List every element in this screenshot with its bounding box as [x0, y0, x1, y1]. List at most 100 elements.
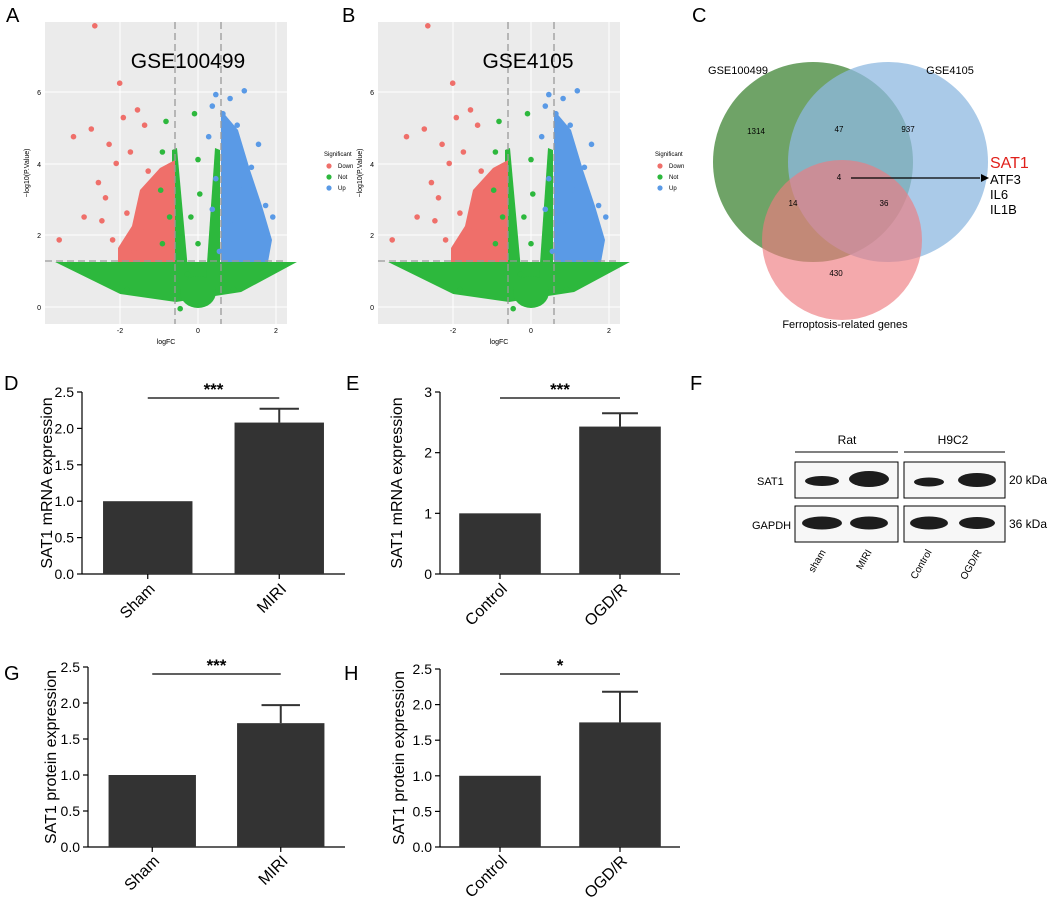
blot-group-label-rat: Rat: [838, 433, 857, 447]
y-tick-label: 0: [424, 566, 432, 582]
not-cloud-left-arm: [505, 148, 523, 292]
volcano-points: [389, 23, 609, 312]
volcano-point-not: [159, 240, 166, 247]
volcano-point-not: [492, 149, 499, 155]
blot-size-label: 36 kDa: [1009, 517, 1047, 531]
bar-chart-h: 0.0 0.5 1.0 1.5 2.0 2.5 SAT1 protein expressio…: [391, 656, 680, 902]
venn-set-a-label: GSE100499: [708, 65, 768, 77]
arrow-right-icon: [981, 174, 989, 182]
volcano-point-down: [120, 114, 127, 121]
legend-up-label: Up: [669, 186, 677, 192]
not-cloud-right-arm: [205, 148, 220, 292]
x-tick-label: 0: [529, 328, 533, 335]
volcano-point-not: [191, 110, 198, 117]
venn-count-abc: 4: [837, 173, 842, 182]
up-cloud-shape: [554, 110, 605, 262]
legend-down-label: Down: [338, 164, 353, 170]
legend-not-dot: [326, 174, 332, 180]
x-tick-label: 2: [607, 328, 611, 335]
volcano-points: [56, 23, 276, 312]
volcano-point-up: [578, 225, 584, 232]
volcano-point-down: [389, 237, 396, 243]
category-label: MIRI: [256, 853, 292, 889]
venn-count-ab: 47: [835, 125, 844, 134]
y-tick-label: 2.0: [413, 697, 433, 713]
volcano-point-down: [425, 23, 431, 29]
volcano-point-not: [517, 271, 524, 278]
panel-label-f: F: [690, 373, 702, 395]
legend: Significant Down Not Up: [324, 152, 353, 192]
volcano-point-not: [528, 240, 534, 247]
significance-label: *: [557, 656, 564, 675]
legend-title: Significant: [655, 152, 683, 158]
y-tick-label: 1.0: [61, 767, 81, 783]
y-tick-label: 0.0: [413, 839, 433, 855]
bar: [103, 501, 193, 574]
x-axis-label: logFC: [157, 339, 176, 346]
venn-count-bc: 36: [880, 199, 889, 208]
volcano-point-up: [234, 122, 240, 128]
y-tick-label: 2.0: [55, 420, 75, 436]
venn-counts: 1314 47 937 4 14 36 430: [747, 125, 915, 278]
significance-label: ***: [207, 656, 227, 675]
blot-band: [910, 516, 948, 530]
volcano-point-down: [414, 214, 420, 220]
volcano-point-not: [230, 286, 237, 293]
y-tick-label: 0.0: [61, 839, 81, 855]
volcano-point-down: [464, 248, 470, 255]
y-tick-label: 2.5: [61, 659, 81, 675]
volcano-point-up: [563, 237, 570, 243]
panel-label-e: E: [346, 373, 359, 395]
volcano-point-up: [255, 141, 262, 148]
volcano-point-up: [262, 202, 269, 209]
venn-set-c-label: Ferroptosis-related genes: [782, 319, 908, 331]
venn-count-c-only: 430: [829, 269, 843, 278]
y-tick-label: 6: [370, 90, 374, 97]
x-tick-label: 0: [196, 328, 200, 335]
y-tick-label: 1.0: [413, 768, 433, 784]
volcano-point-down: [138, 225, 144, 232]
not-significant-cloud: [388, 148, 630, 308]
y-axis-label: SAT1 protein expression: [391, 671, 408, 845]
volcano-point-down: [446, 160, 453, 167]
panel-label-g: G: [4, 663, 20, 685]
volcano-point-up: [560, 95, 566, 102]
x-tick-labels: -2 0 2: [450, 328, 611, 335]
volcano-point-up: [549, 248, 556, 255]
volcano-point-down: [457, 210, 463, 216]
category-label: OGD/R: [582, 581, 631, 630]
volcano-point-down: [109, 237, 116, 243]
volcano-point-up: [216, 248, 223, 255]
volcano-point-up: [546, 91, 552, 98]
y-tick-label: 6: [37, 90, 41, 97]
blot-group-label-h9c2: H9C2: [938, 433, 969, 447]
y-tick-label: 3: [424, 384, 432, 400]
y-tick-label: 2: [424, 445, 432, 461]
y-tick-label: 0.5: [413, 803, 433, 819]
not-cloud-core: [180, 276, 216, 308]
volcano-point-not: [496, 118, 502, 125]
legend-title: Significant: [324, 152, 352, 158]
legend-down-dot: [657, 163, 663, 169]
blot-lane-label: OGD/R: [959, 548, 985, 582]
volcano-point-down: [88, 126, 95, 132]
not-cloud-core: [513, 276, 549, 308]
gene-label-il1b: IL1B: [990, 202, 1017, 217]
gene-label-il6: IL6: [990, 187, 1008, 202]
volcano-point-not: [530, 191, 536, 197]
volcano-point-down: [95, 179, 102, 186]
volcano-point-not: [184, 271, 191, 278]
volcano-point-up: [546, 175, 552, 182]
blot-band: [805, 476, 839, 486]
volcano-title: GSE100499: [131, 50, 245, 73]
volcano-point-up: [603, 214, 609, 220]
category-label: Control: [462, 581, 510, 629]
volcano-point-not: [563, 286, 570, 293]
y-tick-label: 2.5: [55, 384, 75, 400]
y-tick-label: 0.5: [55, 530, 75, 546]
y-tick-label: 1.5: [55, 457, 75, 473]
panel-label-d: D: [4, 373, 18, 395]
bar: [234, 422, 324, 574]
venn-diagram: GSE100499 GSE4105 Ferroptosis-related ge…: [708, 62, 1029, 331]
